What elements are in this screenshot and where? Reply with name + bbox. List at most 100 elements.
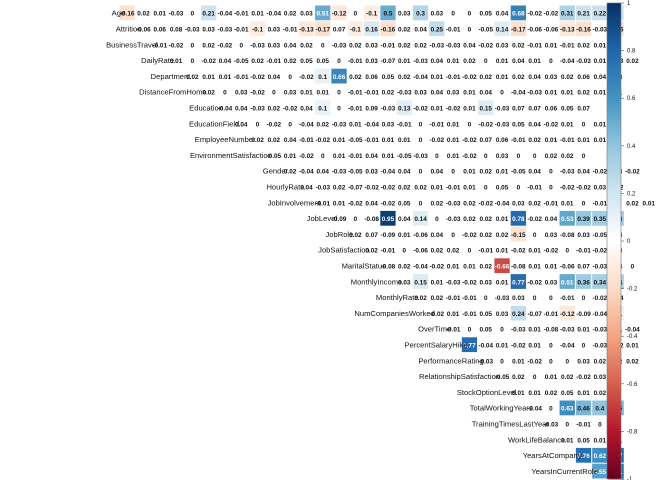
cell-value: 0.02 (414, 42, 427, 49)
cell-value: 0.02 (577, 90, 590, 97)
heatmap-cell (510, 305, 526, 321)
cell-value: -0.01 (234, 11, 249, 18)
cell-value: 0.01 (577, 390, 590, 397)
cell-value: 0.63 (561, 406, 574, 413)
cell-value: 0.04 (528, 74, 541, 81)
heatmap-cell (347, 21, 363, 37)
cell-value: 0.03 (398, 279, 411, 286)
cell-value: -0.02 (430, 264, 445, 271)
cell-value: 0.02 (398, 74, 411, 81)
cell-value: -0.02 (348, 200, 363, 207)
cell-value: 0.01 (349, 121, 362, 128)
cell-value: -0.04 (413, 264, 428, 271)
cell-value: -0.03 (495, 295, 510, 302)
cell-value: -0.02 (544, 11, 559, 18)
cell-value: -0.02 (267, 121, 282, 128)
cell-value: -0.01 (446, 27, 461, 34)
cell-value: 0.02 (561, 74, 574, 81)
cell-value: 0 (337, 106, 341, 113)
cell-value: -0.01 (315, 200, 330, 207)
cell-value: 0.01 (528, 327, 541, 334)
colorbar-tick-label: -0.6 (627, 382, 638, 388)
cell-value: -0.06 (527, 27, 542, 34)
cell-value: -0.02 (527, 358, 542, 365)
cell-value: 0 (419, 121, 423, 128)
cell-value: 0.04 (480, 90, 493, 97)
row-label: PerformanceRating (418, 356, 483, 365)
cell-value: 0 (435, 216, 439, 223)
cell-value: -0.04 (364, 121, 379, 128)
cell-value: 0.04 (463, 42, 476, 49)
cell-value: 0.02 (561, 374, 574, 381)
cell-value: 0.04 (219, 58, 232, 65)
cell-value: 0.02 (202, 90, 215, 97)
cell-value: -0.02 (315, 137, 330, 144)
cell-value: 0.02 (251, 137, 264, 144)
cell-value: 0.06 (154, 27, 167, 34)
cell-value: -0.02 (462, 74, 477, 81)
row-label: OverTime (418, 325, 451, 334)
heatmap-cell (461, 337, 478, 353)
cell-value: -0.02 (576, 185, 591, 192)
cell-value: 0.02 (398, 185, 411, 192)
cell-value: -0.07 (381, 58, 396, 65)
heatmap-cell (315, 5, 331, 21)
cell-value: -0.01 (381, 42, 396, 49)
cell-value: 0 (354, 216, 358, 223)
cell-value: 0.04 (284, 137, 297, 144)
cell-value: 0.02 (480, 264, 493, 271)
cell-value: 0.3 (416, 11, 425, 18)
cell-value: 0.04 (528, 169, 541, 176)
cell-value: 0.01 (219, 74, 232, 81)
cell-value: -0.02 (462, 153, 477, 160)
cell-value: 0.01 (463, 185, 476, 192)
cell-value: -0.1 (350, 27, 361, 34)
cell-value: 0.04 (235, 106, 248, 113)
cell-value: -0.07 (348, 185, 363, 192)
cell-value: 0.02 (512, 74, 525, 81)
cell-value: 0.66 (333, 74, 346, 81)
cell-value: 0.01 (528, 390, 541, 397)
cell-value: -0.01 (381, 248, 396, 255)
cell-value: 0.01 (333, 200, 346, 207)
colorbar-tick-label: -1 (627, 477, 633, 480)
cell-value: 0.02 (137, 11, 150, 18)
cell-value: 0 (565, 248, 569, 255)
cell-value: 0 (321, 42, 325, 49)
cell-value: 0.01 (398, 232, 411, 239)
cell-value: -0.01 (446, 295, 461, 302)
cell-value: 0.13 (398, 106, 411, 113)
cell-value: -0.05 (348, 169, 363, 176)
cell-value: -0.01 (544, 200, 559, 207)
cell-value: 0.02 (463, 58, 476, 65)
cell-value: 0.02 (528, 200, 541, 207)
cell-value: -0.02 (560, 185, 575, 192)
cell-value: 0.01 (496, 58, 509, 65)
cell-value: -0.03 (511, 327, 526, 334)
cell-value: -0.03 (332, 169, 347, 176)
cell-value: 0.01 (431, 106, 444, 113)
cell-value: 0.01 (447, 121, 460, 128)
cell-value: -0.03 (593, 343, 608, 350)
cell-value: 0.03 (300, 11, 313, 18)
cell-value: 0 (533, 374, 537, 381)
cell-value: -0.16 (381, 27, 396, 34)
cell-value: 0.02 (463, 216, 476, 223)
cell-value: 0 (582, 295, 586, 302)
cell-value: -0.06 (560, 264, 575, 271)
cell-value: 0.01 (496, 169, 509, 176)
cell-value: 0.51 (317, 11, 330, 18)
cell-value: -0.04 (495, 200, 510, 207)
cell-value: 0.02 (284, 11, 297, 18)
cell-value: 0 (549, 58, 553, 65)
cell-value: 0.01 (447, 137, 460, 144)
cell-value: 0.05 (317, 58, 330, 65)
heatmap-cell (592, 400, 608, 416)
cell-value: 0.01 (545, 264, 558, 271)
cell-value: 0.03 (447, 90, 460, 97)
cell-value: -0.17 (315, 27, 330, 34)
cell-value: 0 (191, 11, 195, 18)
row-label: TrainingTimesLastYear (472, 420, 550, 429)
cell-value: 0.46 (577, 406, 590, 413)
cell-value: 0.01 (545, 90, 558, 97)
